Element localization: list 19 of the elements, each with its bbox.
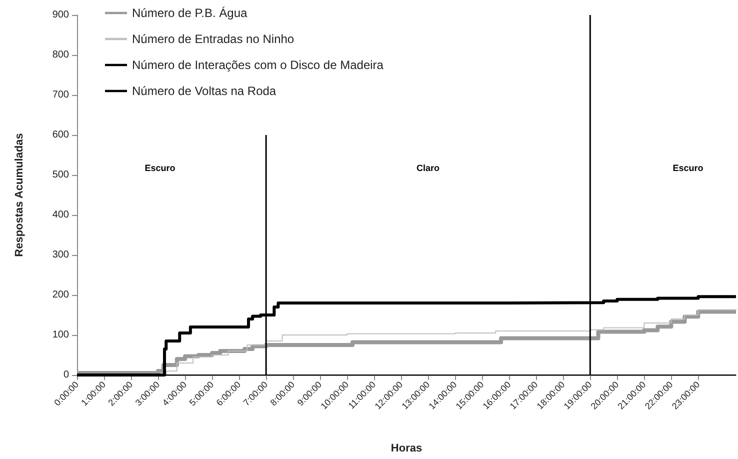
annotation: Escuro: [672, 163, 704, 173]
y-tick-label: 200: [52, 290, 70, 300]
y-tick-label: 500: [52, 170, 70, 180]
x-axis-title: Horas: [390, 442, 422, 454]
legend-label: Número de Entradas no Ninho: [132, 32, 294, 46]
y-tick-label: 400: [52, 210, 70, 220]
annotation: Escuro: [144, 163, 176, 173]
y-tick-label: 700: [52, 90, 70, 100]
y-tick-label: 300: [52, 250, 70, 260]
y-tick-label: 0: [63, 370, 70, 380]
y-tick-label: 900: [52, 10, 70, 20]
y-axis-title: Respostas Acumuladas: [14, 133, 26, 257]
y-tick-label: 100: [52, 330, 70, 340]
legend-label: Número de Voltas na Roda: [132, 84, 276, 98]
legend-label: Número de P.B. Água: [132, 6, 248, 20]
annotation: Claro: [416, 163, 440, 173]
y-tick-label: 600: [52, 130, 70, 140]
y-tick-label: 800: [52, 50, 70, 60]
legend-label: Número de Interações com o Disco de Madeira: [132, 58, 384, 72]
